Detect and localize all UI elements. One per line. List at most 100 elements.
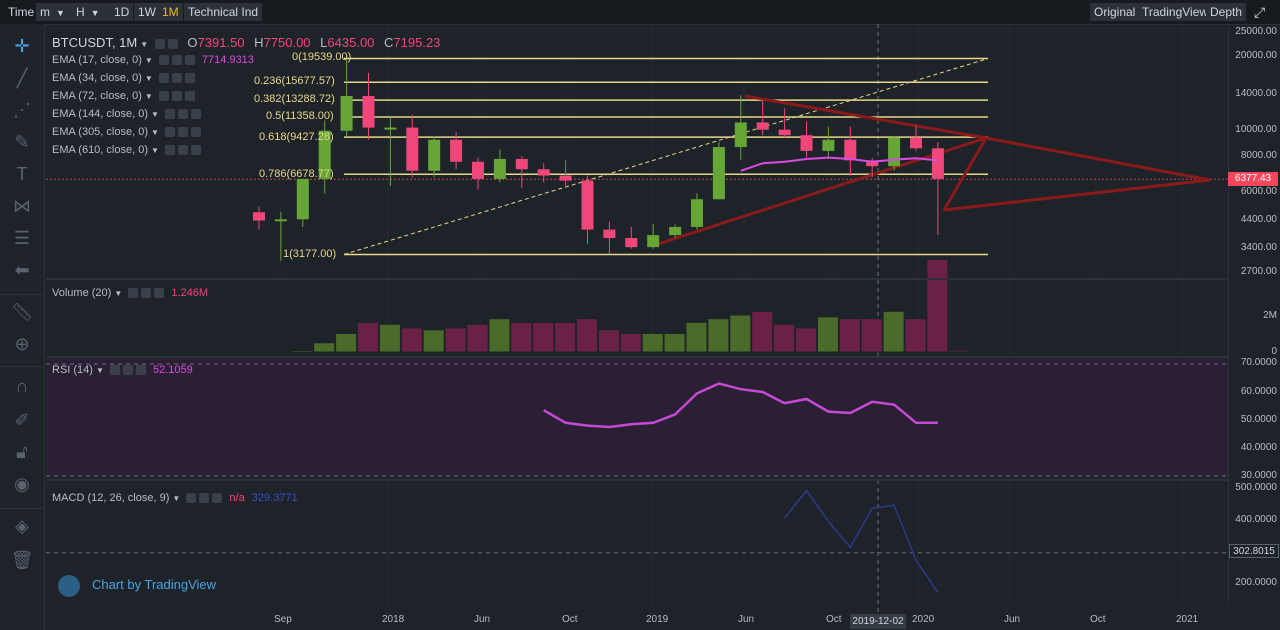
candle-body <box>888 137 901 167</box>
layers-icon[interactable]: ◈ <box>15 516 29 536</box>
brush-icon[interactable]: ✎ <box>14 132 30 152</box>
close-icon[interactable] <box>135 365 146 376</box>
eye-icon[interactable]: ◉ <box>14 474 30 494</box>
settings-icon[interactable] <box>109 365 120 376</box>
close-icon[interactable] <box>190 109 201 120</box>
ruler-icon[interactable]: 📏︎ <box>10 302 34 322</box>
pane-divider[interactable] <box>46 278 1228 280</box>
hide-icon[interactable] <box>122 365 133 376</box>
settings-icon[interactable] <box>158 73 169 84</box>
chevron-down-icon[interactable]: ▼ <box>144 92 153 101</box>
price-tick: 8000.00 <box>1240 150 1277 161</box>
hide-icon[interactable] <box>141 288 152 299</box>
hide-icon[interactable] <box>177 109 188 120</box>
hour-dropdown[interactable]: H ▼ <box>72 3 114 21</box>
macd-label[interactable]: MACD (12, 26, close, 9) <box>52 492 170 504</box>
close-icon[interactable] <box>184 91 195 102</box>
x-tick: Oct <box>562 614 578 625</box>
candle-body <box>800 135 813 151</box>
hide-icon[interactable] <box>177 145 188 156</box>
volume-bar <box>291 350 314 353</box>
macd-tick: 200.0000 <box>1235 577 1277 588</box>
candle-body <box>822 139 835 151</box>
hide-icon[interactable] <box>171 55 182 66</box>
volume-bar <box>335 333 358 353</box>
text-icon[interactable]: T <box>16 164 28 184</box>
hide-icon[interactable] <box>167 38 178 49</box>
chevron-down-icon[interactable]: ▼ <box>172 494 181 503</box>
chevron-down-icon[interactable]: ▼ <box>151 146 159 155</box>
ema-label[interactable]: EMA (72, close, 0) <box>52 90 142 102</box>
interval-1m[interactable]: 1M <box>158 3 183 21</box>
volume-bar <box>685 321 708 353</box>
chevron-down-icon[interactable]: ▼ <box>151 128 159 137</box>
trend-line-icon[interactable]: ╱ <box>16 68 28 88</box>
hide-icon[interactable] <box>171 91 182 102</box>
symbol-label[interactable]: BTCUSDT, 1M <box>52 35 138 50</box>
settings-icon[interactable] <box>154 38 165 49</box>
technical-indicators-button[interactable]: Technical Ind <box>184 3 263 21</box>
chevron-down-icon[interactable]: ▼ <box>114 289 123 298</box>
ema-label[interactable]: EMA (34, close, 0) <box>52 72 142 84</box>
toolbar-divider <box>0 294 44 295</box>
crosshair-icon[interactable]: ✛ <box>14 36 30 56</box>
fullscreen-icon[interactable]: ⤢ <box>1254 4 1266 20</box>
back-arrow-icon[interactable]: ⬅ <box>14 260 30 280</box>
lock-icon[interactable]: 🔓︎ <box>16 442 28 462</box>
settings-icon[interactable] <box>164 127 175 138</box>
tradingview-watermark[interactable]: Chart by TradingView <box>58 574 216 597</box>
ema-label[interactable]: EMA (305, close, 0) <box>52 126 148 138</box>
settings-icon[interactable] <box>128 288 139 299</box>
settings-icon[interactable] <box>186 493 197 504</box>
close-icon[interactable] <box>154 288 165 299</box>
fib-retracement-icon[interactable]: ☰ <box>13 228 31 248</box>
close-icon[interactable] <box>212 493 223 504</box>
price-tick: 25000.00 <box>1235 26 1277 37</box>
candle-body <box>691 199 703 227</box>
chart-canvas[interactable] <box>46 24 1228 630</box>
settings-icon[interactable] <box>164 109 175 120</box>
lock-drawing-icon[interactable]: ✐ <box>14 410 30 430</box>
close-icon[interactable] <box>190 145 201 156</box>
multi-line-icon[interactable]: ⋰ <box>13 100 31 120</box>
settings-icon[interactable] <box>164 145 175 156</box>
pane-divider[interactable] <box>46 479 1228 481</box>
price-tick: 14000.00 <box>1235 88 1277 99</box>
hide-icon[interactable] <box>199 493 210 504</box>
view-depth-tab[interactable]: Depth <box>1206 3 1247 21</box>
rsi-label[interactable]: RSI (14) <box>52 364 93 376</box>
settings-icon[interactable] <box>158 91 169 102</box>
trash-icon[interactable]: 🗑︎ <box>10 550 34 570</box>
chevron-down-icon[interactable]: ▼ <box>140 40 149 49</box>
pattern-icon[interactable]: ⋈ <box>13 196 31 216</box>
view-original-tab[interactable]: Original <box>1090 3 1140 21</box>
ema-label[interactable]: EMA (17, close, 0) <box>52 54 142 66</box>
close-icon[interactable] <box>190 127 201 138</box>
magnet-icon[interactable]: ∩ <box>15 376 29 396</box>
chevron-down-icon[interactable]: ▼ <box>144 74 153 83</box>
candle-body <box>581 180 594 230</box>
ema-legend-row: EMA (34, close, 0) ▼ <box>52 70 195 86</box>
price-axis[interactable]: 25000.00 20000.00 14000.00 10000.00 8000… <box>1228 24 1280 606</box>
view-tradingview-tab[interactable]: TradingView <box>1138 3 1213 21</box>
interval-1w[interactable]: 1W <box>134 3 160 21</box>
hide-icon[interactable] <box>171 73 182 84</box>
chevron-down-icon[interactable]: ▼ <box>151 110 159 119</box>
ema-label[interactable]: EMA (610, close, 0) <box>52 144 148 156</box>
macd-line <box>784 489 939 593</box>
hide-icon[interactable] <box>177 127 188 138</box>
close-icon[interactable] <box>184 55 195 66</box>
interval-1d[interactable]: 1D <box>110 3 134 21</box>
chevron-down-icon[interactable]: ▼ <box>144 56 153 65</box>
ema-label[interactable]: EMA (144, close, 0) <box>52 108 148 120</box>
settings-icon[interactable] <box>158 55 169 66</box>
candle-body <box>362 96 375 128</box>
volume-label[interactable]: Volume (20) <box>52 287 112 299</box>
minute-dropdown[interactable]: m ▼ <box>36 3 78 21</box>
candle-body <box>274 219 287 222</box>
zoom-icon[interactable]: ⊕ <box>14 334 30 354</box>
close-icon[interactable] <box>184 73 195 84</box>
time-button[interactable]: Time <box>8 5 35 19</box>
pane-divider[interactable] <box>46 356 1228 358</box>
chevron-down-icon[interactable]: ▼ <box>95 366 104 375</box>
